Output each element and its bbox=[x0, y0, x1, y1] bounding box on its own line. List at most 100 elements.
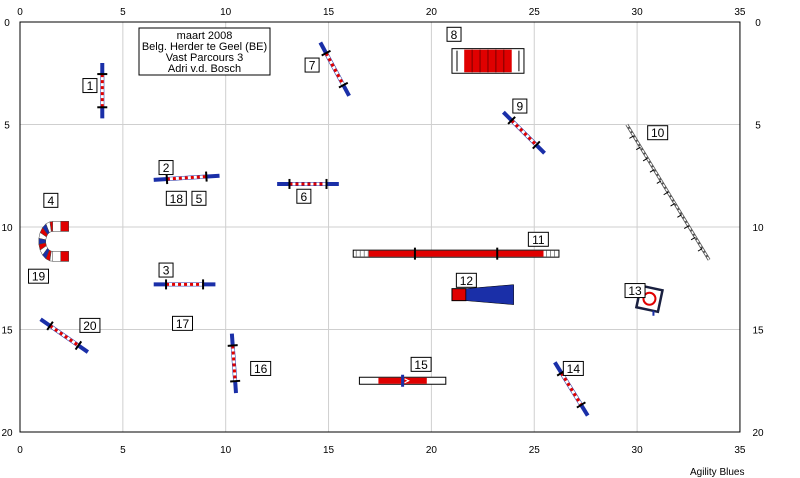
tick-label-bottom: 20 bbox=[426, 445, 438, 456]
number-label-box bbox=[512, 98, 528, 114]
number-label-box bbox=[79, 317, 101, 333]
chute-cloth bbox=[465, 284, 514, 305]
number-label-box bbox=[455, 272, 477, 288]
jump-upright bbox=[227, 344, 238, 347]
number-label-box bbox=[191, 190, 207, 206]
number-label-10: 10 bbox=[647, 125, 669, 141]
number-label-6: 6 bbox=[296, 188, 312, 204]
number-label-20: 20 bbox=[79, 317, 101, 333]
tick-label-bottom: 35 bbox=[734, 445, 746, 456]
obstacle-jump-3 bbox=[153, 279, 216, 290]
jump-upright bbox=[576, 401, 586, 409]
number-label-box bbox=[158, 160, 174, 176]
weave-pole bbox=[642, 157, 648, 162]
weave-pole bbox=[670, 202, 676, 207]
jump-upright bbox=[46, 321, 54, 331]
jump-bar-base bbox=[231, 345, 237, 382]
number-label-text: 14 bbox=[567, 362, 581, 376]
number-label-3: 3 bbox=[158, 262, 174, 278]
weave-pole bbox=[649, 169, 655, 173]
tunnel-end-stripe bbox=[60, 251, 69, 262]
number-label-box bbox=[250, 360, 272, 376]
number-label-box bbox=[165, 190, 187, 206]
obstacle-jump-2 bbox=[153, 171, 220, 185]
number-label-box bbox=[296, 188, 312, 204]
jump-upright bbox=[74, 340, 83, 351]
obstacle-jump-9 bbox=[501, 110, 546, 155]
number-label-box bbox=[28, 268, 50, 284]
number-label-text: 5 bbox=[196, 192, 203, 206]
course-grid bbox=[19, 21, 741, 433]
tick-label-top: 35 bbox=[734, 7, 746, 18]
tick-label-right: 5 bbox=[755, 121, 761, 132]
number-label-19: 19 bbox=[28, 268, 50, 284]
number-label-text: 6 bbox=[301, 190, 308, 204]
number-label-box bbox=[304, 57, 320, 73]
jump-upright bbox=[532, 140, 541, 150]
obstacle-tire-8 bbox=[451, 48, 525, 74]
info-line-date: maart 2008 bbox=[177, 30, 233, 42]
number-label-text: 13 bbox=[628, 284, 642, 298]
tick-label-top: 30 bbox=[632, 7, 644, 18]
number-label-text: 1 bbox=[87, 79, 94, 93]
obstacle-jump-20 bbox=[39, 317, 90, 354]
weave-pole bbox=[697, 248, 703, 252]
number-label-17: 17 bbox=[172, 315, 194, 331]
seesaw-direction-arrow bbox=[404, 378, 410, 384]
number-label-text: 2 bbox=[163, 161, 170, 175]
obstacle-tunnel-4 bbox=[38, 221, 69, 262]
weave-pole bbox=[635, 146, 641, 151]
chute-entry bbox=[451, 288, 467, 302]
table-center-mark bbox=[642, 291, 657, 306]
tick-label-left: 10 bbox=[1, 223, 13, 234]
tick-label-bottom: 0 bbox=[17, 445, 23, 456]
tick-label-right: 10 bbox=[752, 223, 764, 234]
weave-pole bbox=[683, 225, 689, 230]
obstacle-jump-1 bbox=[97, 63, 108, 119]
number-label-box bbox=[158, 262, 174, 278]
number-label-1: 1 bbox=[82, 78, 98, 94]
number-label-text: 16 bbox=[254, 362, 268, 376]
obstacle-jump-6 bbox=[277, 178, 339, 189]
jump-bar-stripes bbox=[324, 52, 345, 86]
jump-upright bbox=[507, 116, 516, 125]
tick-label-bottom: 30 bbox=[632, 445, 644, 456]
weave-pole bbox=[690, 236, 696, 241]
number-label-box bbox=[410, 356, 432, 372]
number-label-7: 7 bbox=[304, 57, 320, 73]
jump-upright bbox=[205, 171, 208, 182]
weave-pole bbox=[663, 191, 669, 196]
weave-pole bbox=[629, 135, 634, 139]
number-label-text: 12 bbox=[460, 274, 474, 288]
tick-label-right: 0 bbox=[755, 18, 761, 29]
jump-upright bbox=[321, 49, 331, 57]
number-label-text: 18 bbox=[170, 192, 184, 206]
tunnel-end-stripe bbox=[60, 221, 69, 232]
number-label-11: 11 bbox=[527, 231, 549, 247]
obstacle-weave-10 bbox=[625, 123, 711, 261]
tick-label-top: 10 bbox=[220, 7, 232, 18]
number-label-text: 8 bbox=[451, 28, 458, 42]
tick-label-right: 15 bbox=[752, 326, 764, 337]
number-label-15: 15 bbox=[410, 356, 432, 372]
tick-label-bottom: 15 bbox=[323, 445, 335, 456]
number-label-4: 4 bbox=[43, 192, 59, 208]
credit-text: Agility Blues bbox=[690, 467, 744, 478]
tick-label-bottom: 25 bbox=[529, 445, 541, 456]
tick-label-bottom: 10 bbox=[220, 445, 232, 456]
number-label-box bbox=[446, 26, 462, 42]
tick-label-right: 20 bbox=[752, 428, 764, 439]
info-box-frame bbox=[138, 27, 271, 76]
weave-pole bbox=[677, 214, 682, 218]
number-label-box bbox=[647, 125, 669, 141]
number-label-box bbox=[527, 231, 549, 247]
number-label-text: 15 bbox=[414, 358, 428, 372]
obstacles bbox=[38, 41, 711, 417]
tick-label-left: 15 bbox=[1, 326, 13, 337]
obstacle-walk-11 bbox=[352, 247, 560, 260]
tick-label-left: 0 bbox=[4, 18, 10, 29]
info-line-event: Belg. Herder te Geel (BE) bbox=[142, 41, 267, 53]
